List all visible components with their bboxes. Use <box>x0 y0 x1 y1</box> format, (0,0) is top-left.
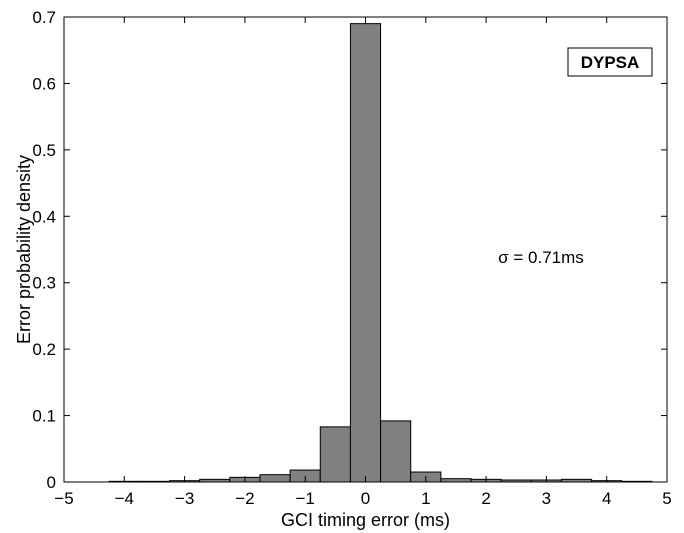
histogram-bar <box>319 426 351 483</box>
histogram-bar <box>380 420 412 483</box>
y-axis-title: Error probability density <box>14 155 34 344</box>
x-tick-label: −1 <box>296 489 315 508</box>
sigma-annotation: σ = 0.71ms <box>498 248 584 267</box>
x-tick-label: −5 <box>54 489 73 508</box>
y-tick-label: 0.6 <box>32 74 56 93</box>
x-tick-label: 2 <box>481 489 490 508</box>
y-tick-label: 0.7 <box>32 8 56 27</box>
histogram-bar <box>349 23 382 483</box>
y-tick-label: 0.1 <box>32 407 56 426</box>
legend: DYPSA <box>567 47 653 77</box>
histogram-bar <box>259 474 291 483</box>
legend-box <box>567 47 653 77</box>
y-tick-label: 0 <box>47 473 56 492</box>
y-tick-label: 0.2 <box>32 340 56 359</box>
legend-entry: DYPSA <box>581 53 640 72</box>
x-tick-label: 1 <box>421 489 430 508</box>
x-tick-label: −4 <box>115 489 134 508</box>
x-tick-label: 5 <box>662 489 671 508</box>
ticks-layer: −5 −4 −3 −2 −1 0 1 2 3 4 5 0 0.1 0.2 0.3 0.4 0.5 0.6 0.7 <box>32 8 671 508</box>
x-tick-label: 4 <box>602 489 611 508</box>
x-axis-title: GCI timing error (ms) <box>281 510 450 530</box>
y-tick-label: 0.3 <box>32 274 56 293</box>
y-tick-label: 0.4 <box>32 207 56 226</box>
y-tick-label: 0.5 <box>32 141 56 160</box>
x-tick-label: −2 <box>235 489 254 508</box>
x-tick-label: 3 <box>542 489 551 508</box>
x-tick-label: −3 <box>175 489 194 508</box>
x-tick-label: 0 <box>361 489 370 508</box>
